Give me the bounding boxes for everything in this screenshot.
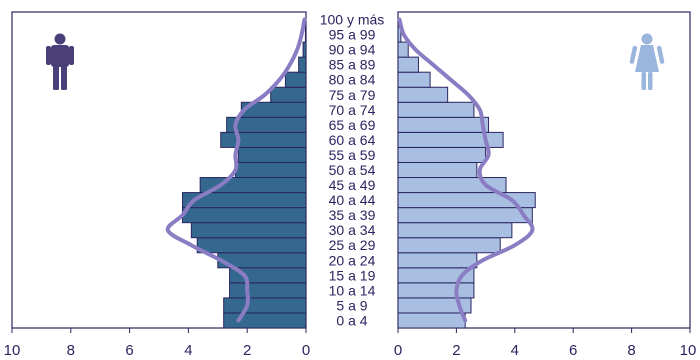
age-group-label: 5 a 9 bbox=[336, 297, 367, 313]
x-tick-label-right: 4 bbox=[511, 342, 519, 359]
right-bar bbox=[397, 207, 533, 224]
x-tick-label-right: 8 bbox=[627, 342, 635, 359]
left-bar bbox=[223, 297, 307, 314]
left-bar bbox=[237, 146, 307, 163]
age-group-label: 45 a 49 bbox=[329, 177, 376, 193]
right-bar bbox=[397, 146, 487, 163]
right-panel bbox=[397, 11, 691, 329]
right-bar bbox=[397, 237, 501, 254]
right-bar bbox=[397, 252, 478, 269]
right-bar bbox=[397, 41, 409, 58]
right-trend-line bbox=[397, 17, 535, 323]
age-group-label: 75 a 79 bbox=[329, 87, 376, 103]
right-bar bbox=[397, 282, 475, 299]
left-bar bbox=[284, 71, 307, 88]
age-group-label: 90 a 94 bbox=[329, 42, 376, 58]
left-bar bbox=[302, 41, 307, 58]
left-bar bbox=[199, 177, 307, 194]
age-group-label: 15 a 19 bbox=[329, 267, 376, 283]
age-group-label: 80 a 84 bbox=[329, 72, 376, 88]
age-group-label: 70 a 74 bbox=[329, 102, 376, 118]
left-bar bbox=[182, 207, 307, 224]
left-bar bbox=[234, 161, 307, 179]
x-tick-label-left: 4 bbox=[184, 342, 192, 359]
right-bar bbox=[397, 86, 449, 103]
right-bar bbox=[397, 71, 431, 88]
x-tick-label-left: 10 bbox=[4, 342, 21, 359]
x-tick-label-right: 6 bbox=[569, 342, 577, 359]
left-bar bbox=[190, 222, 307, 239]
left-bar bbox=[229, 282, 307, 299]
right-bar bbox=[397, 222, 513, 239]
age-group-label: 10 a 14 bbox=[329, 282, 376, 298]
right-bar bbox=[397, 116, 490, 133]
x-tick-label-right: 10 bbox=[680, 342, 697, 359]
age-group-label: 25 a 29 bbox=[329, 237, 376, 253]
left-panel bbox=[11, 11, 307, 329]
right-bar bbox=[397, 101, 475, 118]
age-group-label: 35 a 39 bbox=[329, 207, 376, 223]
x-tick-label-right: 2 bbox=[452, 342, 460, 359]
age-group-label: 30 a 34 bbox=[329, 222, 376, 238]
left-bar bbox=[304, 26, 307, 43]
right-bar bbox=[397, 56, 419, 73]
left-bar bbox=[220, 131, 307, 148]
left-trend-line bbox=[165, 17, 307, 323]
age-group-label: 0 a 4 bbox=[336, 312, 367, 328]
age-group-label: 85 a 89 bbox=[329, 57, 376, 73]
right-bar bbox=[397, 312, 466, 329]
x-tick-label-left: 0 bbox=[302, 342, 310, 359]
age-group-label: 50 a 54 bbox=[329, 162, 376, 178]
left-bar bbox=[196, 237, 307, 254]
age-group-label: 60 a 64 bbox=[329, 132, 376, 148]
x-tick-label-left: 6 bbox=[125, 342, 133, 359]
left-bar bbox=[270, 86, 307, 103]
x-tick-label-left: 8 bbox=[67, 342, 75, 359]
age-group-label: 95 a 99 bbox=[329, 27, 376, 43]
right-bar bbox=[397, 161, 478, 179]
x-axis-ticks: 10 8 6 4 2 0 0 2 4 6 8 10 bbox=[4, 328, 697, 359]
age-group-label: 40 a 44 bbox=[329, 192, 376, 208]
age-group-label: 20 a 24 bbox=[329, 252, 376, 268]
age-group-label: 65 a 69 bbox=[329, 117, 376, 133]
left-bar bbox=[223, 312, 307, 329]
right-bar bbox=[397, 177, 507, 194]
x-tick-label-left: 2 bbox=[243, 342, 251, 359]
female-figure-icon bbox=[629, 33, 665, 90]
left-bar bbox=[298, 56, 307, 73]
age-group-label: 55 a 59 bbox=[329, 147, 376, 163]
age-group-label: 100 y más bbox=[320, 12, 385, 28]
x-tick-label-right: 0 bbox=[394, 342, 402, 359]
male-figure-icon bbox=[46, 33, 74, 90]
